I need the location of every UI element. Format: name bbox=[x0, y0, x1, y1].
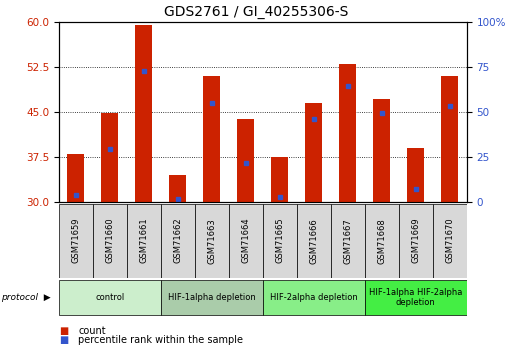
Text: ■: ■ bbox=[59, 335, 68, 345]
Text: GSM71666: GSM71666 bbox=[309, 218, 319, 264]
Bar bbox=[263, 204, 297, 278]
Text: HIF-1alpha depletion: HIF-1alpha depletion bbox=[168, 293, 256, 302]
Bar bbox=[263, 280, 365, 315]
Bar bbox=[127, 204, 161, 278]
Bar bbox=[433, 204, 467, 278]
Text: GSM71663: GSM71663 bbox=[207, 218, 216, 264]
Bar bbox=[102, 113, 119, 202]
Bar bbox=[340, 64, 357, 202]
Bar bbox=[59, 280, 161, 315]
Bar bbox=[271, 157, 288, 202]
Bar bbox=[331, 204, 365, 278]
Text: GSM71670: GSM71670 bbox=[445, 218, 455, 264]
Bar bbox=[365, 204, 399, 278]
Bar bbox=[229, 204, 263, 278]
Text: ■: ■ bbox=[59, 326, 68, 336]
Text: GSM71665: GSM71665 bbox=[275, 218, 284, 264]
Bar bbox=[135, 26, 152, 202]
Bar bbox=[238, 119, 254, 202]
Bar bbox=[93, 204, 127, 278]
Bar bbox=[297, 204, 331, 278]
Text: GSM71662: GSM71662 bbox=[173, 218, 183, 264]
Bar bbox=[59, 204, 93, 278]
Text: count: count bbox=[78, 326, 106, 336]
Text: HIF-1alpha HIF-2alpha
depletion: HIF-1alpha HIF-2alpha depletion bbox=[369, 288, 463, 307]
Text: GSM71669: GSM71669 bbox=[411, 218, 420, 264]
Bar bbox=[365, 280, 467, 315]
Text: GSM71660: GSM71660 bbox=[106, 218, 114, 264]
Bar bbox=[169, 175, 186, 202]
Bar bbox=[305, 103, 322, 202]
Text: GSM71668: GSM71668 bbox=[378, 218, 386, 264]
Bar bbox=[161, 280, 263, 315]
Bar bbox=[441, 76, 458, 202]
Text: HIF-2alpha depletion: HIF-2alpha depletion bbox=[270, 293, 358, 302]
Text: GSM71664: GSM71664 bbox=[242, 218, 250, 264]
Bar bbox=[68, 154, 85, 202]
Bar bbox=[373, 99, 390, 202]
Text: GSM71659: GSM71659 bbox=[71, 218, 81, 263]
Text: control: control bbox=[95, 293, 125, 302]
Text: GSM71667: GSM71667 bbox=[343, 218, 352, 264]
Text: GDS2761 / GI_40255306-S: GDS2761 / GI_40255306-S bbox=[164, 5, 349, 19]
Bar bbox=[161, 204, 195, 278]
Bar bbox=[204, 76, 221, 202]
Text: protocol  ▶: protocol ▶ bbox=[1, 293, 51, 302]
Bar bbox=[195, 204, 229, 278]
Text: GSM71661: GSM71661 bbox=[140, 218, 148, 264]
Text: percentile rank within the sample: percentile rank within the sample bbox=[78, 335, 244, 345]
Bar bbox=[407, 148, 424, 202]
Bar bbox=[399, 204, 433, 278]
